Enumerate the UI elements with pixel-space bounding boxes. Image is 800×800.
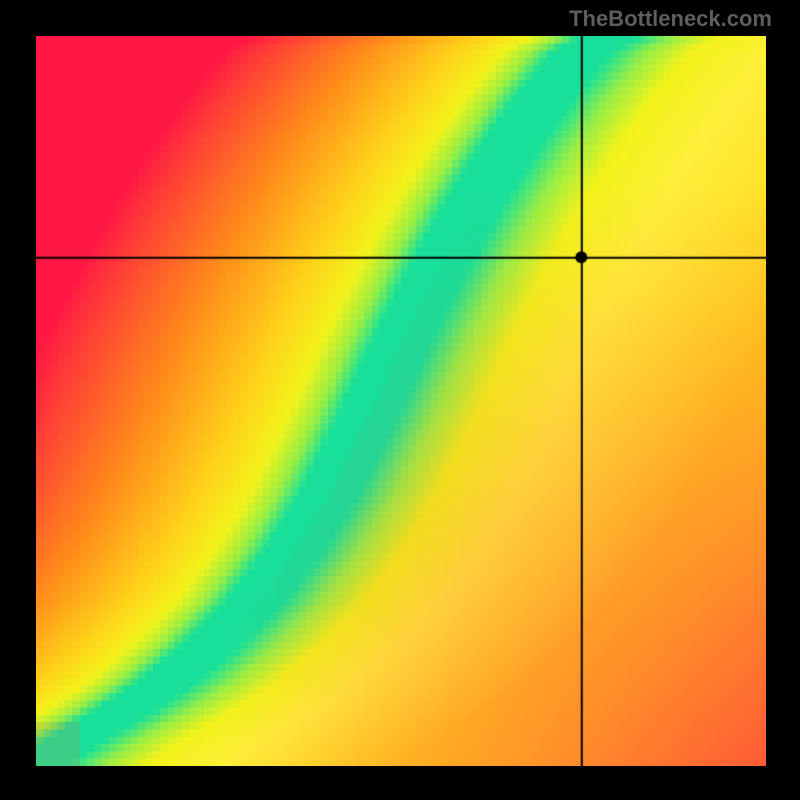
- heatmap-canvas: [36, 36, 766, 766]
- watermark-text: TheBottleneck.com: [569, 6, 772, 32]
- chart-container: TheBottleneck.com: [0, 0, 800, 800]
